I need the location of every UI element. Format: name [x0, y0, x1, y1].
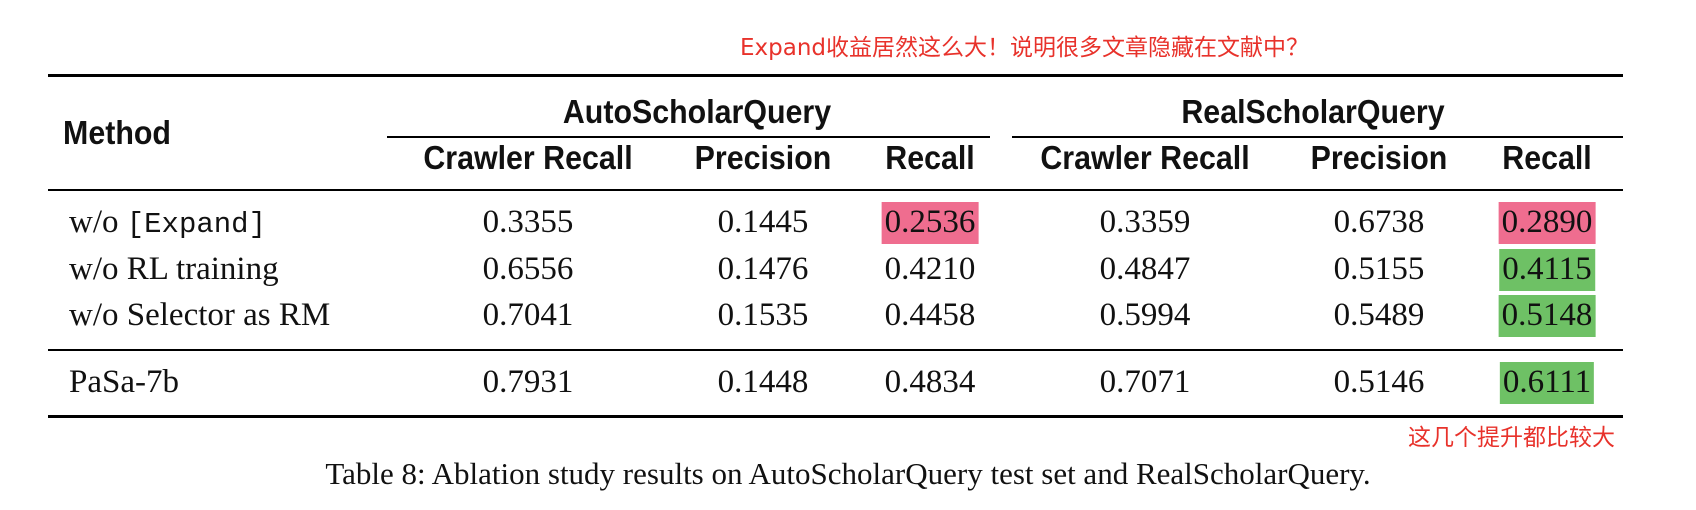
group-rule-realscholarquery	[1012, 136, 1623, 138]
cell-pasa-auto-crawler-recall: 0.7931	[482, 364, 574, 400]
cell-wo-expand-auto-crawler-recall: 0.3355	[482, 204, 574, 240]
highlight-decrease: 0.2890	[1498, 202, 1596, 244]
subheader-real-precision: Precision	[1310, 139, 1448, 176]
row-label-wo-selector-as-rm: w/o Selector as RM	[69, 297, 331, 333]
cell-pasa-auto-precision: 0.1448	[717, 364, 809, 400]
group-rule-autoscholarquery	[387, 136, 990, 138]
top-rule	[48, 74, 1623, 77]
cell-wo-expand-real-recall: 0.2890	[1498, 202, 1596, 244]
cell-wo-rl-real-recall: 0.4115	[1499, 249, 1595, 291]
row-label-code: [Expand]	[126, 208, 266, 241]
cell-wo-rl-auto-crawler-recall: 0.6556	[482, 251, 574, 287]
cell-wo-selector-real-precision: 0.5489	[1333, 297, 1425, 333]
cell-pasa-real-crawler-recall: 0.7071	[1099, 364, 1191, 400]
subheader-real-crawler-recall: Crawler Recall	[1040, 139, 1250, 176]
group-header-autoscholarquery: AutoScholarQuery	[562, 93, 832, 130]
midrule	[48, 349, 1623, 351]
annotation-top: Expand收益居然这么大！说明很多文章隐藏在文献中？	[740, 35, 1310, 61]
cell-wo-expand-real-precision: 0.6738	[1333, 204, 1425, 240]
cell-wo-expand-auto-recall: 0.2536	[881, 202, 979, 244]
cell-pasa-real-precision: 0.5146	[1333, 364, 1425, 400]
cell-wo-selector-auto-recall: 0.4458	[884, 297, 976, 333]
table-caption: Table 8: Ablation study results on AutoS…	[325, 456, 1371, 491]
group-header-realscholarquery: RealScholarQuery	[1181, 93, 1445, 130]
row-label-wo-rl-training: w/o RL training	[69, 251, 279, 287]
cell-wo-rl-auto-recall: 0.4210	[884, 251, 976, 287]
bottom-rule	[48, 415, 1623, 418]
row-label-pasa-7b: PaSa-7b	[69, 364, 179, 400]
cell-pasa-real-recall: 0.6111	[1499, 362, 1595, 404]
highlight-decrease: 0.2536	[881, 202, 979, 244]
method-header: Method	[63, 114, 171, 151]
cell-wo-expand-auto-precision: 0.1445	[717, 204, 809, 240]
cell-wo-rl-auto-precision: 0.1476	[717, 251, 809, 287]
cell-wo-selector-real-crawler-recall: 0.5994	[1099, 297, 1191, 333]
cell-wo-expand-real-crawler-recall: 0.3359	[1099, 204, 1191, 240]
highlight-improvement: 0.6111	[1499, 362, 1595, 404]
subheader-auto-precision: Precision	[694, 139, 832, 176]
row-label-prefix: w/o	[69, 204, 127, 240]
cell-wo-selector-real-recall: 0.5148	[1498, 295, 1596, 337]
row-label-wo-expand: w/o [Expand]	[69, 204, 266, 241]
header-rule	[48, 189, 1623, 191]
subheader-real-recall: Recall	[1502, 139, 1592, 176]
annotation-bottom: 这几个提升都比较大	[1408, 425, 1615, 451]
highlight-improvement: 0.5148	[1498, 295, 1596, 337]
cell-wo-selector-auto-precision: 0.1535	[717, 297, 809, 333]
cell-wo-rl-real-crawler-recall: 0.4847	[1099, 251, 1191, 287]
subheader-auto-recall: Recall	[885, 139, 975, 176]
subheader-auto-crawler-recall: Crawler Recall	[423, 139, 633, 176]
cell-wo-selector-auto-crawler-recall: 0.7041	[482, 297, 574, 333]
cell-wo-rl-real-precision: 0.5155	[1333, 251, 1425, 287]
highlight-improvement: 0.4115	[1499, 249, 1595, 291]
cell-pasa-auto-recall: 0.4834	[884, 364, 976, 400]
